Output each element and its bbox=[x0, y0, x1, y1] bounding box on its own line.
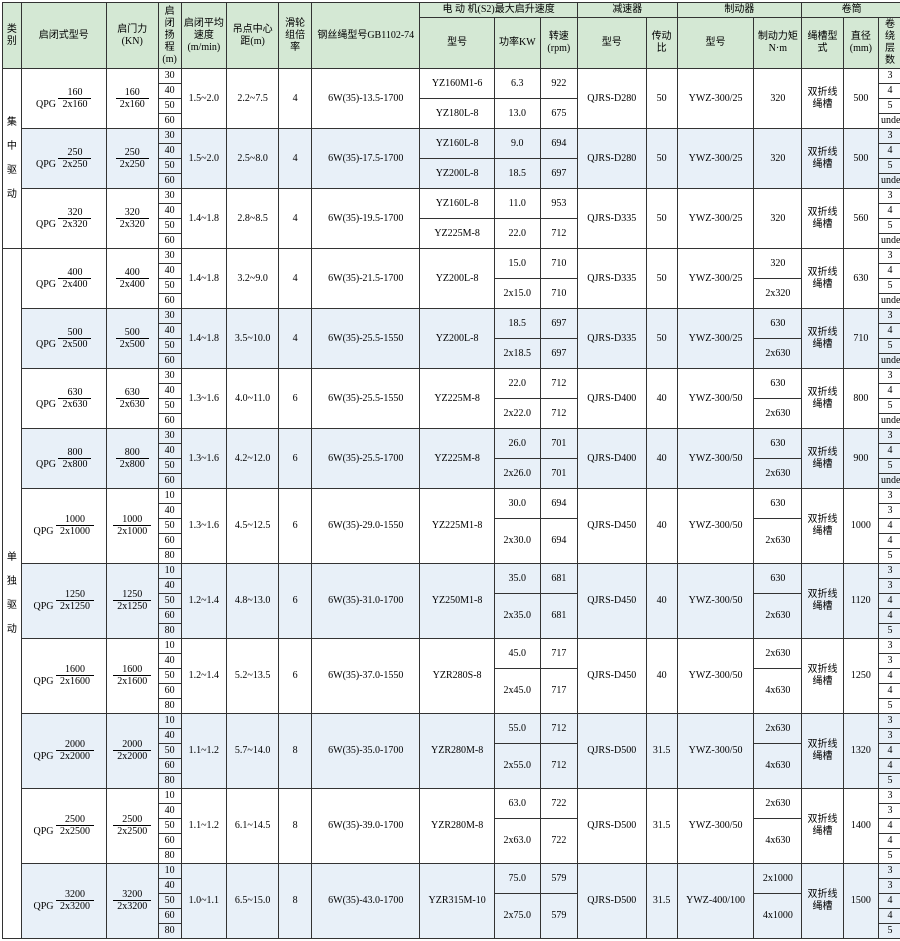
spec-table: 类别启闭式型号启门力(KN)启闭扬程(m)启闭平均速度(m/min)吊点中心距(… bbox=[2, 2, 900, 939]
